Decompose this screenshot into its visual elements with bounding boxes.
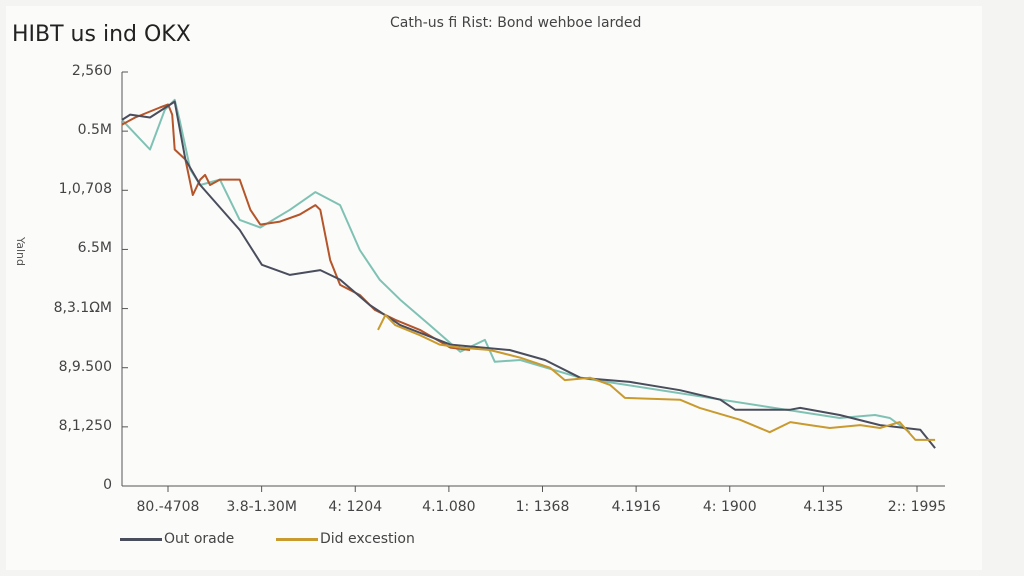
legend-item-did-excestion: Did excestion	[276, 531, 415, 547]
x-tick-label: 4.1916	[611, 499, 661, 515]
chart-panel	[6, 6, 982, 570]
x-tick-label: 3.8-1.30M	[226, 499, 297, 515]
series-line-unlabeled-3	[121, 103, 471, 351]
x-tick-label: 4.1.080	[422, 499, 476, 515]
series-line-out-orade	[121, 100, 936, 449]
x-tick-label: 1: 1368	[515, 499, 570, 515]
app-title: HIBT us ind OKX	[12, 22, 191, 47]
legend-label: Did excestion	[320, 531, 415, 547]
legend-label: Out orade	[164, 531, 235, 547]
legend-swatch	[276, 537, 318, 541]
y-tick-label: 0	[103, 477, 112, 493]
y-tick-label: 0.5M	[77, 122, 112, 139]
x-tick-label: 4.135	[803, 499, 844, 515]
legend-swatch	[120, 537, 162, 541]
y-tick-label: 1,0,708	[58, 181, 112, 198]
x-tick-label: 80.-4708	[136, 499, 200, 515]
y-tick-label: 2,560	[71, 63, 112, 79]
series-line-unlabeled-2	[121, 98, 911, 434]
x-tick-label: 2:: 1995	[887, 499, 947, 515]
series-line-did-excestion	[377, 314, 936, 441]
x-tick-label: 4: 1900	[702, 499, 757, 515]
x-tick-label: 4: 1204	[328, 499, 383, 515]
y-tick-label: 8,3.1ΩM	[53, 299, 112, 316]
y-tick-label: 6.5M	[77, 240, 112, 257]
y-tick-label: 8,1,250	[58, 417, 112, 434]
chart-title: Cath-us fi Rist: Bond wehboe larded	[390, 15, 642, 31]
y-tick-label: 8,9.500	[58, 358, 112, 375]
legend-item-out-orade: Out orade	[120, 531, 234, 547]
